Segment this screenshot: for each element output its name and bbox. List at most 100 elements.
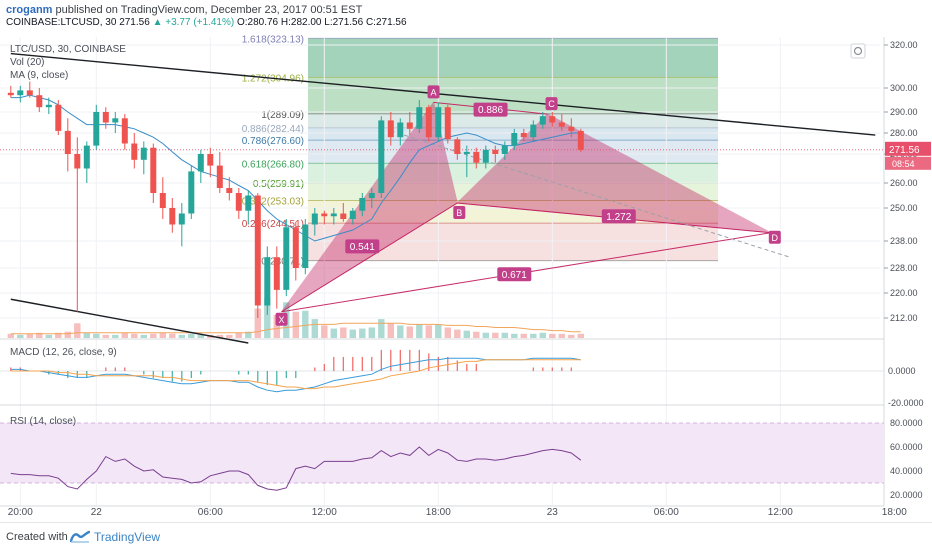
candle-body [245, 195, 252, 211]
macd-tick-label: 0.0000 [888, 366, 916, 376]
volume-bar [254, 308, 261, 338]
volume-bar [45, 334, 52, 338]
candle-body [549, 116, 556, 123]
volume-bar [568, 334, 575, 338]
candle-body [55, 104, 62, 131]
candle-body [302, 224, 309, 268]
volume-bar [302, 310, 309, 338]
volume-bar [425, 325, 432, 338]
pattern-ratio-label: 0.886 [478, 105, 503, 116]
price-tick-label: 300.00 [890, 83, 918, 93]
candle-body [226, 188, 233, 193]
trendlines[interactable] [0, 52, 884, 344]
candle-body [93, 112, 100, 146]
pattern-point-label: C [548, 99, 555, 109]
fib-band [308, 38, 718, 78]
volume-bar [539, 332, 546, 338]
candle-body [406, 122, 413, 129]
candle-body [169, 208, 176, 225]
pattern-ratio-label: 0.671 [502, 270, 527, 281]
harmonic-pattern[interactable] [281, 101, 772, 313]
pattern-point-label: D [772, 233, 779, 243]
volume-bar [558, 333, 565, 338]
rsi-tick-label: 20.0000 [890, 490, 923, 500]
volume-bar [112, 334, 119, 338]
rsi-tick-label: 40.0000 [890, 466, 923, 476]
fib-retracement[interactable]: 1.618(323.13)1.272(304.96)1(289.09)0.886… [242, 34, 718, 268]
volume-bar [150, 333, 157, 338]
rsi-tick-label: 60.0000 [890, 442, 923, 452]
candle-body [17, 90, 24, 96]
candle-body [112, 118, 119, 123]
candle-body [235, 193, 242, 211]
fib-level-label: 0.618(266.80) [242, 159, 304, 170]
candle-body [558, 122, 565, 127]
fib-level-label: 0(230.71) [261, 257, 304, 268]
fib-band [308, 140, 718, 164]
volume-bar [577, 333, 584, 338]
axis-background [885, 37, 932, 522]
candle-body [416, 107, 423, 129]
candle-body [83, 145, 90, 169]
candle-body [435, 107, 442, 138]
fib-band [308, 183, 718, 201]
upper-trendline [10, 52, 876, 136]
volume-bar [444, 327, 451, 338]
candle-body [454, 139, 461, 154]
pattern-point-marker [427, 85, 440, 99]
volume-bar [387, 323, 394, 338]
candle-body [216, 165, 223, 188]
publisher-username[interactable]: croganm [6, 4, 53, 16]
pattern-point-label: B [456, 208, 462, 218]
candle-body [520, 133, 527, 138]
candle-body [577, 130, 584, 150]
candle-body [140, 147, 147, 160]
price-tick-label: 280.00 [890, 128, 918, 138]
chart-canvas[interactable]: 1.618(323.13)1.272(304.96)1(289.09)0.886… [0, 30, 932, 522]
fib-level-label: 0.786(276.60) [242, 136, 304, 147]
time-tick-label: 12:00 [768, 507, 793, 518]
volume-bar [36, 332, 43, 338]
candle-body [102, 112, 109, 123]
volume-bar [245, 331, 252, 338]
volume-bar [406, 326, 413, 338]
volume-bar [359, 328, 366, 338]
candle-body [368, 193, 375, 198]
volume-bar [482, 332, 489, 338]
volume-bar [197, 334, 204, 338]
time-tick-label: 18:00 [882, 507, 907, 518]
candle-body [36, 95, 43, 108]
fib-level-label: 0.236(244.51) [242, 219, 304, 230]
candle-body [511, 133, 518, 146]
pattern-point-marker [275, 312, 288, 326]
volume-bar [349, 329, 356, 338]
candle-body [121, 118, 128, 144]
tradingview-brand[interactable]: TradingView [94, 530, 161, 544]
volume-bar [473, 331, 480, 338]
price-change: ▲ +3.77 (+1.41%) [152, 17, 235, 28]
volume-bar [93, 333, 100, 338]
volume-bar [330, 328, 337, 338]
volume-bar [178, 334, 185, 338]
macd-pane [0, 349, 884, 393]
volume-bar [188, 333, 195, 338]
volume-bar [340, 327, 347, 338]
candle-body [501, 145, 508, 154]
volume-bar [492, 332, 499, 338]
volume-bar [7, 333, 14, 338]
candle-body [397, 122, 404, 138]
time-tick-label: 23 [547, 507, 559, 518]
rsi-line [10, 446, 582, 491]
current-price-tag [885, 141, 931, 156]
legend-rsi: RSI (14, close) [10, 416, 76, 427]
chart-settings-icon[interactable] [850, 43, 866, 59]
candle-body [74, 154, 81, 169]
published-text: published on TradingView.com, December 2… [55, 4, 363, 16]
volume-bar [454, 329, 461, 338]
pattern-xb-line [281, 202, 458, 313]
candle-body [188, 171, 195, 214]
price-tick-label: 260.00 [890, 178, 918, 188]
candle-body [473, 151, 480, 163]
volume-bar [64, 331, 71, 338]
volume-bar [102, 334, 109, 338]
